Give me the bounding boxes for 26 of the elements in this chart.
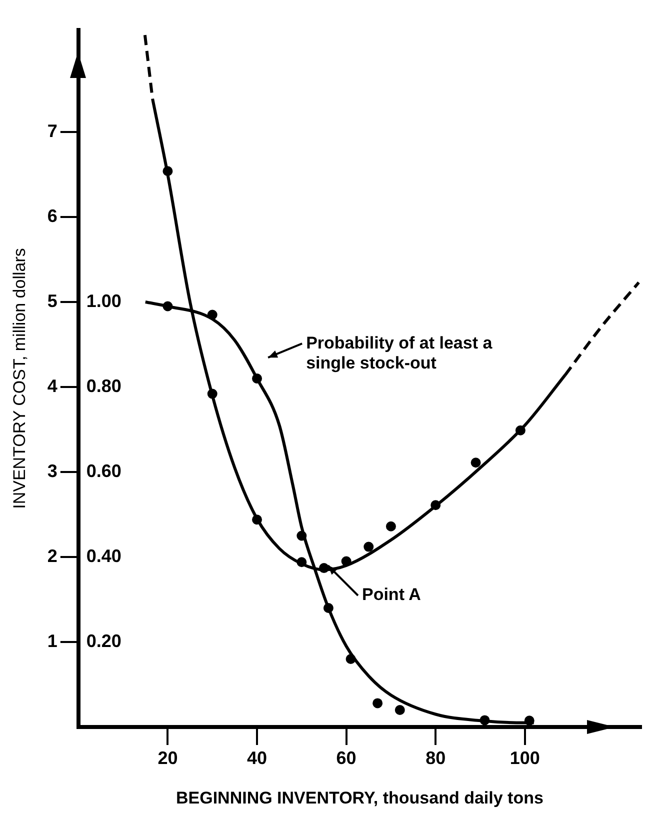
y-tick-label: 5 <box>47 290 58 311</box>
x-tick-label: 100 <box>510 748 540 768</box>
x-tick-label: 40 <box>246 748 268 768</box>
y-tick-label: 2 <box>47 546 58 566</box>
y2-tick-label: 0.20 <box>86 630 122 651</box>
annotation: Probability of at least a single stock-out <box>306 333 493 372</box>
y2-tick-label: 0.60 <box>86 460 122 481</box>
y-tick-label: 6 <box>47 206 58 226</box>
point <box>372 698 383 708</box>
point <box>364 542 374 552</box>
point <box>470 458 481 468</box>
y-tick-label: 3 <box>47 460 58 481</box>
y-tick-label: 7 <box>47 120 58 141</box>
y2-tick-label: 0.80 <box>86 376 122 396</box>
y-tick-label: 4 <box>47 376 58 396</box>
annotation: Point A <box>362 585 421 604</box>
x-tick-label: 60 <box>336 748 356 768</box>
x-axis-title: BEGINNING INVENTORY, thousand daily tons <box>176 788 544 808</box>
y2-tick-label: 0.40 <box>86 546 122 566</box>
point <box>386 521 396 532</box>
x-tick-label: 80 <box>426 748 446 768</box>
x-tick-label: 20 <box>158 748 178 768</box>
point <box>394 705 405 715</box>
y-axis-title: INVENTORY COST, million dollars <box>10 248 29 509</box>
y2-tick-label: 1.00 <box>86 290 122 311</box>
y-tick-label: 1 <box>47 630 58 651</box>
